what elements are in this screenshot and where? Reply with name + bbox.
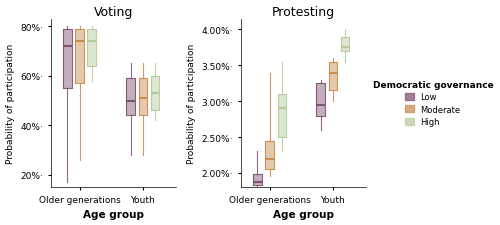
X-axis label: Age group: Age group [83,209,144,219]
Legend: Low, Moderate, High: Low, Moderate, High [372,81,494,126]
X-axis label: Age group: Age group [273,209,334,219]
Y-axis label: Probability of participation: Probability of participation [6,44,15,163]
Title: Protesting: Protesting [272,6,335,18]
Y-axis label: Probability of participation: Probability of participation [187,44,196,163]
Title: Voting: Voting [94,6,133,18]
